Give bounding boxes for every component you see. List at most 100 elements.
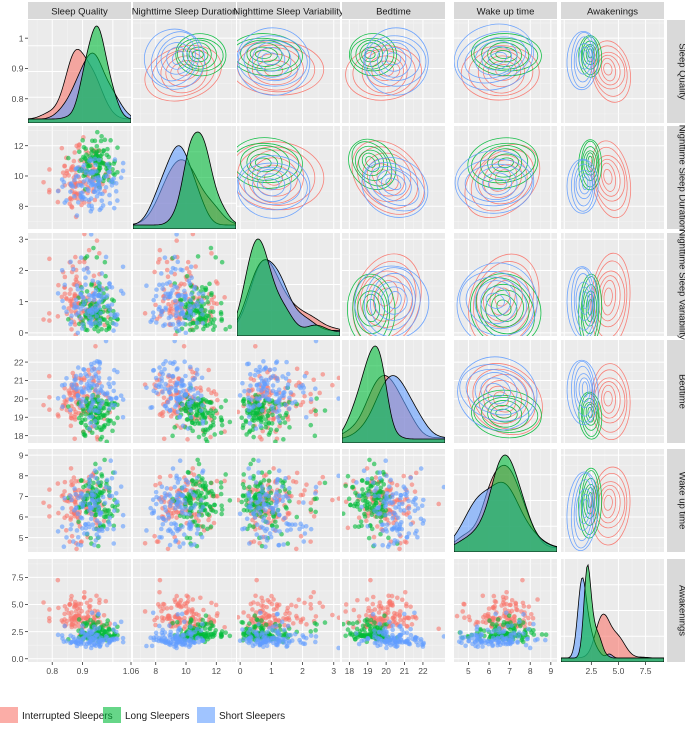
scatter-point	[97, 601, 102, 606]
scatter-point	[163, 359, 168, 364]
scatter-point	[246, 362, 251, 367]
scatter-point	[394, 526, 399, 531]
scatter-point	[97, 535, 102, 540]
scatter-point	[121, 524, 126, 529]
scatter-point	[256, 470, 261, 475]
scatter-point	[381, 522, 386, 527]
scatter-point	[275, 508, 280, 513]
scatter-point	[215, 301, 220, 306]
scatter-point	[350, 485, 355, 490]
scatter-point	[285, 528, 290, 533]
scatter-point	[236, 410, 241, 415]
scatter-point	[85, 254, 90, 259]
scatter-point	[222, 625, 227, 630]
scatter-point	[283, 403, 288, 408]
scatter-point	[162, 396, 167, 401]
scatter-point	[386, 536, 391, 541]
scatter-point	[383, 513, 388, 518]
column-header-label: Awakenings	[587, 7, 638, 18]
scatter-point	[397, 547, 402, 552]
scatter-point	[198, 596, 203, 601]
scatter-point	[190, 607, 195, 612]
scatter-point	[56, 200, 61, 205]
scatter-point	[168, 543, 173, 548]
scatter-point	[200, 535, 205, 540]
scatter-point	[403, 492, 408, 497]
scatter-point	[219, 480, 224, 485]
scatter-point	[56, 481, 61, 486]
scatter-point	[287, 522, 292, 527]
scatter-point	[269, 501, 274, 506]
scatter-point	[359, 523, 364, 528]
scatter-point	[165, 606, 170, 611]
panel-background	[454, 126, 557, 229]
scatter-point	[180, 268, 185, 273]
scatter-point	[365, 477, 370, 482]
scatter-point	[107, 627, 112, 632]
scatter-point	[94, 633, 99, 638]
scatter-point	[79, 640, 84, 645]
scatter-point	[110, 429, 115, 434]
scatter-point	[207, 282, 212, 287]
panel-3-0	[28, 339, 131, 445]
scatter-point	[56, 314, 61, 319]
scatter-point	[41, 600, 46, 605]
scatter-point	[277, 603, 282, 608]
scatter-point	[89, 196, 94, 201]
scatter-point	[182, 532, 187, 537]
scatter-point	[265, 520, 270, 525]
scatter-point	[285, 511, 290, 516]
scatter-point	[421, 518, 426, 523]
scatter-point	[191, 492, 196, 497]
scatter-point	[200, 403, 205, 408]
scatter-point	[82, 232, 87, 237]
scatter-point	[309, 595, 314, 600]
scatter-point	[200, 376, 205, 381]
scatter-point	[62, 163, 67, 168]
scatter-point	[169, 606, 174, 611]
scatter-point	[209, 481, 214, 486]
panel-1-3	[337, 126, 445, 229]
scatter-point	[89, 183, 94, 188]
scatter-point	[337, 496, 342, 501]
scatter-point	[308, 507, 313, 512]
scatter-point	[113, 312, 118, 317]
scatter-point	[209, 293, 214, 298]
scatter-point	[219, 301, 224, 306]
scatter-point	[153, 483, 158, 488]
scatter-point	[157, 624, 162, 629]
scatter-point	[77, 617, 82, 622]
scatter-point	[294, 515, 299, 520]
scatter-point	[60, 404, 65, 409]
scatter-point	[263, 544, 268, 549]
scatter-point	[79, 158, 84, 163]
scatter-point	[144, 385, 149, 390]
scatter-point	[364, 519, 369, 524]
scatter-point	[251, 435, 256, 440]
scatter-point	[314, 485, 319, 490]
scatter-point	[245, 516, 250, 521]
scatter-point	[182, 484, 187, 489]
scatter-point	[161, 323, 166, 328]
scatter-point	[56, 606, 61, 611]
scatter-point	[352, 504, 357, 509]
scatter-point	[180, 524, 185, 529]
scatter-point	[88, 635, 93, 640]
scatter-point	[222, 295, 227, 300]
scatter-point	[183, 331, 188, 336]
scatter-point	[378, 511, 383, 516]
scatter-point	[387, 542, 392, 547]
scatter-point	[180, 311, 185, 316]
scatter-point	[74, 621, 79, 626]
scatter-point	[111, 321, 116, 326]
scatter-point	[64, 309, 69, 314]
scatter-point	[263, 529, 268, 534]
scatter-point	[68, 397, 73, 402]
scatter-point	[82, 163, 87, 168]
scatter-point	[330, 613, 335, 618]
scatter-point	[169, 291, 174, 296]
scatter-point	[219, 635, 224, 640]
scatter-point	[255, 522, 260, 527]
scatter-point	[397, 532, 402, 537]
column-header-label: Bedtime	[376, 7, 411, 18]
